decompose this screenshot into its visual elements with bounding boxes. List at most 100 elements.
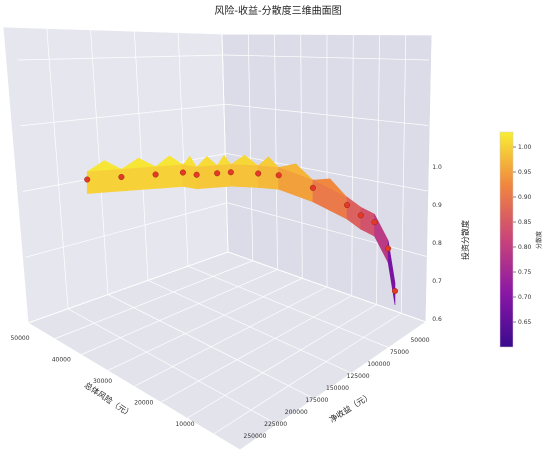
colorbar: 0.65 0.70 0.75 0.80 0.85 0.90 0.95 1.00 分散度 bbox=[499, 131, 543, 348]
y-axis-label: 净收益（元） bbox=[327, 390, 373, 424]
scatter-point bbox=[118, 173, 125, 180]
scatter-point bbox=[152, 171, 159, 178]
scatter-point bbox=[193, 171, 200, 178]
chart-title: 风险-收益-分散度三维曲面图 bbox=[214, 4, 341, 17]
colorbar-tick-label: 0.80 bbox=[518, 244, 532, 251]
surface-patch bbox=[216, 163, 232, 188]
surface-spike bbox=[87, 160, 122, 172]
x-axis-label: 总体风险（元） bbox=[83, 380, 135, 420]
grid-line bbox=[221, 33, 229, 253]
grid-line bbox=[213, 312, 402, 435]
z-tick-label: 0.8 bbox=[432, 240, 442, 247]
scatter-point bbox=[357, 212, 364, 219]
colorbar-tick-label: 0.95 bbox=[518, 169, 532, 176]
y-tick-label: 75000 bbox=[390, 349, 409, 356]
y-tick-label: 200000 bbox=[285, 409, 308, 416]
colorbar-tick-label: 0.70 bbox=[518, 294, 532, 301]
grid-line bbox=[225, 103, 429, 126]
x-tick-label: 40000 bbox=[52, 357, 71, 364]
surface-patch bbox=[155, 164, 184, 189]
grid-line bbox=[226, 153, 428, 192]
z-tick-label: 0.9 bbox=[432, 202, 442, 209]
colorbar-gradient bbox=[499, 131, 514, 348]
scatter-point bbox=[392, 288, 399, 295]
x-tick-label: 30000 bbox=[93, 378, 112, 385]
surface-patch bbox=[86, 168, 122, 194]
surface-patch bbox=[257, 165, 280, 190]
x-tick-label: 20000 bbox=[134, 400, 153, 407]
colorbar-ticks: 0.65 0.70 0.75 0.80 0.85 0.90 0.95 1.00 bbox=[513, 144, 532, 326]
y-tick-label: 175000 bbox=[305, 397, 328, 404]
grid-line bbox=[54, 260, 253, 340]
grid-line bbox=[90, 29, 109, 295]
y-tick-label: 50000 bbox=[410, 337, 429, 344]
surface bbox=[86, 154, 396, 306]
grid-line bbox=[351, 34, 354, 296]
x-tick-label: 50000 bbox=[10, 335, 29, 342]
y-tick-label: 225000 bbox=[264, 421, 287, 428]
grid-line bbox=[20, 103, 226, 127]
colorbar-label: 分散度 bbox=[535, 231, 543, 249]
x-axis-ticks: 50000 40000 30000 20000 10000 bbox=[10, 335, 194, 428]
z-axis-label: 投资分散度 bbox=[460, 220, 470, 260]
plot-panes bbox=[2, 26, 433, 451]
scatter-point bbox=[371, 219, 378, 226]
colorbar-tick-label: 0.90 bbox=[518, 194, 532, 201]
grid-line bbox=[17, 54, 226, 61]
colorbar-tick-label: 0.85 bbox=[518, 219, 532, 226]
surface-spike bbox=[312, 178, 348, 198]
surface-spike bbox=[278, 163, 313, 180]
grid-line bbox=[300, 34, 303, 279]
scatter-point bbox=[309, 184, 316, 191]
y-tick-label: 100000 bbox=[367, 361, 390, 368]
grid-line bbox=[239, 321, 427, 451]
scatter-point bbox=[255, 170, 262, 177]
grid-line bbox=[247, 34, 254, 261]
z-axis-ticks: 0.6 0.7 0.8 0.9 1.0 bbox=[432, 164, 442, 323]
scatter-points bbox=[84, 169, 399, 295]
grid-line bbox=[107, 277, 303, 371]
grid-line bbox=[46, 28, 69, 309]
colorbar-tick-label: 0.65 bbox=[518, 319, 532, 326]
scatter-point bbox=[344, 202, 351, 209]
z-tick-label: 0.6 bbox=[432, 316, 442, 323]
y-tick-label: 250000 bbox=[244, 433, 267, 440]
grid-line bbox=[177, 32, 189, 267]
surface-patch bbox=[196, 164, 218, 190]
surface-patch bbox=[121, 166, 156, 192]
colorbar-tick-label: 0.75 bbox=[518, 269, 532, 276]
grid-line bbox=[25, 202, 228, 258]
scatter-point bbox=[275, 172, 282, 179]
grid-line bbox=[80, 269, 278, 356]
scatter-point bbox=[385, 245, 392, 252]
scatter-point bbox=[179, 169, 186, 176]
z-tick-label: 0.7 bbox=[432, 278, 442, 285]
grid-line bbox=[160, 295, 352, 403]
z-tick-label: 1.0 bbox=[432, 164, 442, 171]
grid-line bbox=[224, 54, 430, 61]
scatter-point bbox=[227, 169, 234, 176]
grid-line bbox=[400, 34, 407, 314]
x-tick-label: 10000 bbox=[175, 421, 194, 428]
scatter-point bbox=[214, 170, 221, 177]
grid-line bbox=[376, 34, 380, 305]
grid-line bbox=[134, 31, 149, 281]
surface-spike bbox=[230, 154, 259, 166]
y-tick-label: 125000 bbox=[347, 373, 370, 380]
y-tick-label: 150000 bbox=[326, 385, 349, 392]
surface-spike bbox=[155, 155, 183, 167]
surface-spike bbox=[182, 155, 197, 167]
scatter-point bbox=[84, 176, 91, 183]
surface-patch bbox=[230, 163, 259, 188]
colorbar-tick-label: 1.00 bbox=[518, 144, 532, 151]
grid-line bbox=[227, 202, 427, 257]
grid-line bbox=[274, 34, 278, 270]
surface-spike bbox=[217, 154, 231, 166]
surface-spike bbox=[121, 157, 156, 169]
grid-line bbox=[2, 26, 29, 324]
grid-line bbox=[133, 286, 328, 387]
surface-spike bbox=[196, 156, 218, 167]
